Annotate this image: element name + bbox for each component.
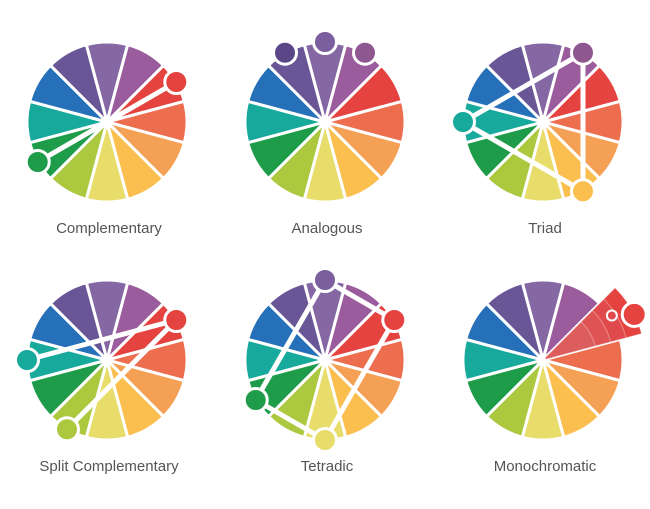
wheel-split-complementary: Split Complementary	[0, 238, 218, 484]
color-wheel	[24, 40, 190, 204]
hue-marker[interactable]	[54, 416, 80, 443]
harmony-link	[460, 50, 586, 125]
color-wheel	[242, 267, 408, 453]
hue-segment-11	[48, 43, 109, 124]
wheel-center	[322, 119, 328, 125]
harmony-link	[322, 317, 397, 443]
shade-marker[interactable]	[605, 309, 618, 322]
hue-marker[interactable]	[163, 69, 190, 95]
color-wheel	[243, 29, 407, 204]
shade-segment	[541, 321, 596, 361]
harmony-link	[64, 317, 179, 432]
harmony-link	[104, 79, 179, 125]
harmony-link	[460, 119, 586, 194]
hue-marker[interactable]	[312, 267, 338, 293]
harmony-link	[322, 277, 397, 323]
wheel-center	[540, 119, 546, 125]
color-wheel	[461, 278, 648, 442]
wheel-complementary: Complementary	[0, 0, 218, 246]
wheel-title: Monochromatic	[493, 458, 597, 475]
hue-segment-11	[266, 281, 327, 362]
hue-marker[interactable]	[381, 307, 408, 333]
hue-segment-11	[484, 281, 545, 362]
wheel-analogous: Analogous	[218, 0, 436, 246]
hue-segment-11	[484, 43, 545, 124]
wheel-center	[322, 357, 328, 363]
harmony-link	[253, 397, 328, 443]
hue-marker[interactable]	[570, 178, 596, 205]
wheel-monochromatic: Monochromatic	[436, 238, 650, 484]
hue-marker[interactable]	[24, 149, 51, 175]
wheel-title: Tetradic	[300, 458, 354, 475]
hue-marker[interactable]	[450, 109, 476, 135]
hue-marker[interactable]	[352, 39, 378, 66]
harmony-link	[35, 119, 110, 165]
hue-marker[interactable]	[312, 427, 338, 453]
hue-marker[interactable]	[312, 29, 338, 55]
harmony-link	[24, 317, 179, 363]
hue-marker[interactable]	[620, 300, 648, 328]
hue-marker[interactable]	[242, 387, 269, 413]
hue-marker[interactable]	[272, 39, 298, 66]
color-wheel	[14, 278, 190, 443]
wheel-title: Split Complementary	[39, 458, 179, 475]
hue-marker[interactable]	[163, 307, 190, 333]
wheel-center	[104, 357, 110, 363]
wheel-title: Analogous	[291, 220, 363, 237]
wheel-center	[104, 119, 110, 125]
wheel-center	[540, 357, 546, 363]
wheel-title: Triad	[528, 220, 562, 237]
harmony-link	[253, 277, 328, 403]
wheel-tetradic: Tetradic	[218, 238, 436, 484]
hue-marker[interactable]	[570, 39, 596, 66]
color-wheel	[450, 39, 625, 205]
wheel-title: Complementary	[56, 220, 162, 237]
wheel-triad: Triad	[436, 0, 650, 246]
hue-marker[interactable]	[14, 347, 40, 373]
